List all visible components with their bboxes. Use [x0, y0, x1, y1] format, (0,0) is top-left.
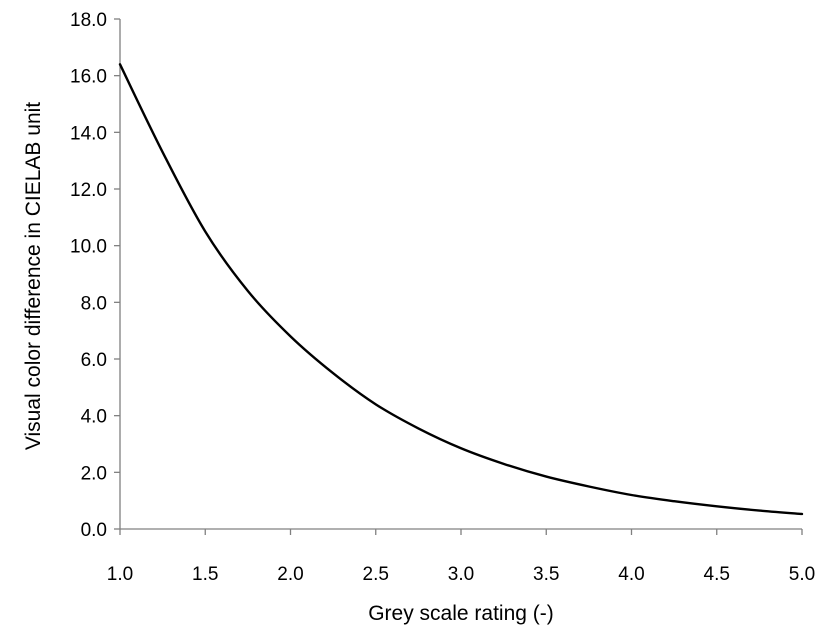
y-tick-label: 16.0: [70, 67, 107, 88]
y-axis-ticks: 0.0 2.0 4.0 6.0 8.0 10.0 12.0 14.0 16.0 18.0: [70, 10, 120, 541]
x-axis-title: Grey scale rating (-): [368, 602, 554, 625]
x-tick-label: 5.0: [789, 564, 815, 585]
x-tick-label: 2.5: [363, 564, 389, 585]
x-tick-label: 4.0: [618, 564, 644, 585]
x-tick-label: 2.0: [277, 564, 303, 585]
y-tick-label: 6.0: [81, 350, 107, 371]
x-axis-ticks: 1.0 1.5 2.0 2.5 3.0 3.5 4.0 4.5 5.0: [107, 529, 815, 585]
x-tick-label: 3.5: [533, 564, 559, 585]
y-tick-label: 14.0: [70, 123, 107, 144]
y-tick-label: 0.0: [81, 520, 107, 541]
x-tick-label: 1.0: [107, 564, 133, 585]
y-tick-label: 18.0: [70, 10, 107, 31]
y-tick-label: 12.0: [70, 180, 107, 201]
x-tick-label: 1.5: [192, 564, 218, 585]
y-tick-label: 10.0: [70, 237, 107, 258]
y-tick-label: 2.0: [81, 463, 107, 484]
series-layer: [118, 63, 804, 516]
series-line-0: [118, 63, 804, 516]
y-axis-title: Visual color difference in CIELAB unit: [22, 102, 45, 450]
x-tick-label: 4.5: [704, 564, 730, 585]
y-tick-label: 4.0: [81, 407, 107, 428]
y-tick-label: 8.0: [81, 293, 107, 314]
x-tick-label: 3.0: [448, 564, 474, 585]
plot-area: 0.02.04.06.08.010.012.014.016.018.0 1.0 1…: [70, 10, 815, 585]
